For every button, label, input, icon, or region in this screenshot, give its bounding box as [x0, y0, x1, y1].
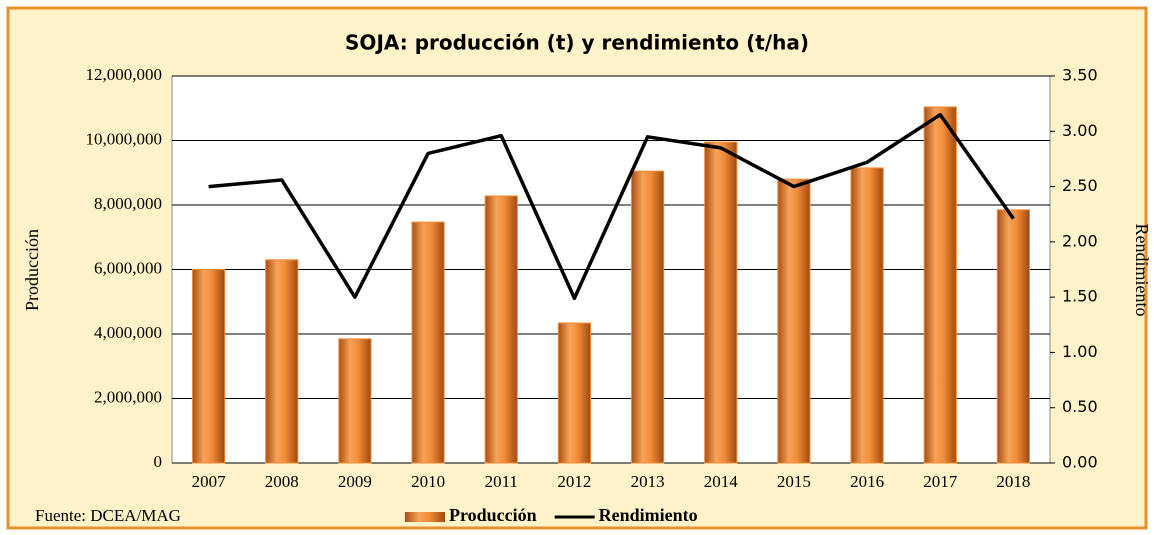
bar [704, 141, 738, 464]
bar [265, 259, 299, 464]
legend-swatch [405, 512, 445, 522]
bar [630, 170, 665, 464]
y-tick-label: 4,000,000 [94, 323, 162, 342]
x-tick-label: 2015 [777, 472, 811, 491]
y2-tick-label: 0.00 [1062, 453, 1098, 472]
y-tick-label: 2,000,000 [94, 387, 162, 406]
chart-title: SOJA: producción (t) y rendimiento (t/ha… [345, 31, 809, 55]
x-tick-label: 2008 [265, 472, 299, 491]
x-tick-label: 2012 [557, 472, 591, 491]
bar [557, 322, 592, 464]
legend-label: Producción [449, 505, 537, 525]
bar [411, 221, 445, 464]
x-tick-label: 2011 [485, 472, 518, 491]
x-tick-label: 2009 [338, 472, 372, 491]
bar [923, 106, 957, 464]
y2-tick-label: 0.50 [1062, 397, 1098, 416]
y2-tick-label: 3.50 [1062, 66, 1098, 85]
y2-axis-label: Rendimiento [1132, 224, 1152, 317]
y2-tick-label: 1.50 [1062, 287, 1098, 306]
x-tick-label: 2017 [923, 472, 958, 491]
y-tick-label: 8,000,000 [94, 194, 162, 213]
bar [191, 269, 226, 464]
line-series [208, 112, 1015, 300]
x-tick-label: 2007 [192, 472, 227, 491]
bar [338, 338, 372, 464]
y-tick-label: 10,000,000 [86, 129, 163, 148]
bar [777, 178, 811, 464]
y2-tick-label: 3.00 [1062, 121, 1098, 140]
x-tick-label: 2013 [631, 472, 665, 491]
x-tick-label: 2018 [996, 472, 1030, 491]
y2-tick-label: 2.00 [1062, 231, 1098, 250]
legend-label: Rendimiento [599, 505, 698, 525]
bar [850, 167, 884, 464]
bar [484, 195, 518, 464]
x-tick-label: 2014 [704, 472, 739, 491]
x-tick-label: 2016 [850, 472, 884, 491]
y-axis-label: Producción [22, 229, 42, 311]
source-note: Fuente: DCEA/MAG [35, 506, 181, 525]
bar [996, 209, 1031, 464]
y-tick-label: 12,000,000 [86, 65, 163, 84]
x-tick-label: 2010 [411, 472, 445, 491]
y2-tick-label: 2.50 [1062, 176, 1098, 195]
y-tick-label: 0 [154, 452, 163, 471]
y2-tick-label: 1.00 [1062, 342, 1098, 361]
y-tick-label: 6,000,000 [94, 258, 162, 277]
